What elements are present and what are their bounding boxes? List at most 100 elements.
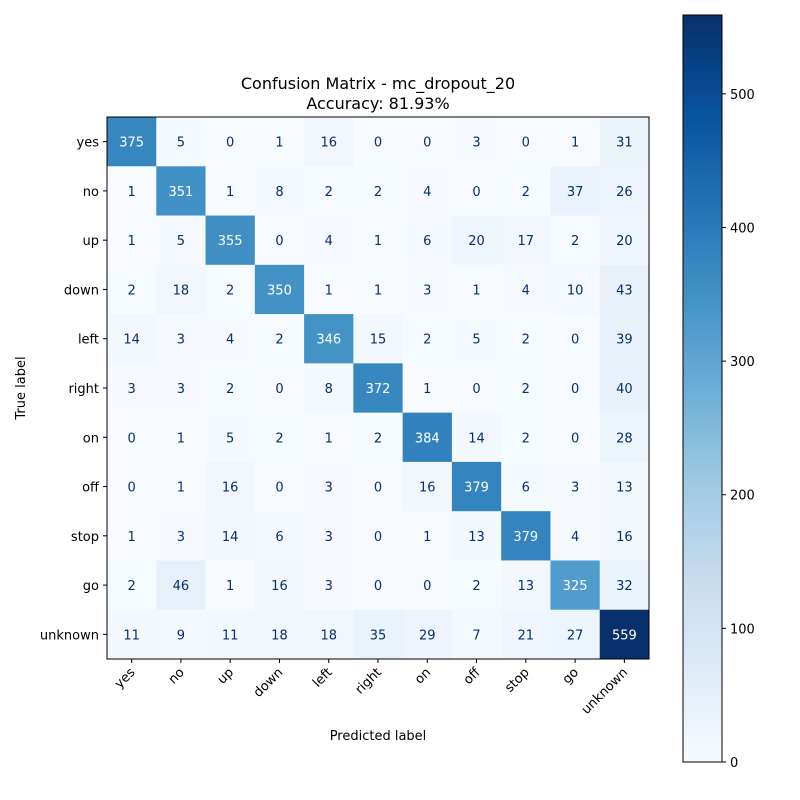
cell-value: 375 (119, 136, 144, 151)
cell-value: 1 (177, 481, 185, 496)
cell-value: 2 (571, 234, 579, 249)
matrix-cell (304, 215, 354, 266)
matrix-cell (599, 264, 650, 315)
matrix-cell (599, 314, 650, 364)
cell-value: 2 (522, 431, 530, 446)
cell-value: 384 (415, 431, 440, 446)
matrix-cell (353, 264, 404, 315)
cell-value: 0 (275, 382, 283, 397)
y-tick-label: go (83, 579, 99, 594)
x-axis-label: Predicted label (330, 729, 427, 744)
cell-value: 0 (423, 136, 431, 151)
cell-value: 10 (567, 283, 584, 298)
colorbar-tick-label: 300 (730, 355, 755, 370)
cell-value: 5 (226, 431, 234, 446)
cell-value: 2 (423, 333, 431, 348)
cell-value: 3 (571, 481, 579, 496)
matrix-cell (501, 166, 551, 217)
matrix-cell (451, 609, 502, 660)
cell-value: 9 (177, 628, 185, 643)
cell-value: 3 (177, 333, 185, 348)
cell-value: 1 (127, 185, 135, 200)
cell-value: 3 (177, 530, 185, 545)
cell-value: 14 (222, 530, 239, 545)
cell-value: 3 (325, 481, 333, 496)
matrix-cell (501, 461, 551, 512)
matrix-cell (501, 560, 551, 611)
cell-value: 11 (222, 628, 239, 643)
matrix-cell (402, 117, 453, 167)
x-tick-label: up (215, 665, 237, 687)
matrix-cell (402, 461, 453, 512)
matrix-cell (304, 314, 354, 364)
cell-value: 16 (616, 530, 633, 545)
matrix-cell (550, 412, 601, 463)
matrix-cell (599, 511, 650, 561)
matrix-cell (402, 166, 453, 217)
matrix-cell (599, 560, 650, 611)
cell-value: 2 (127, 283, 135, 298)
matrix-cell (205, 461, 256, 512)
matrix-cell (501, 264, 551, 315)
matrix-cell (107, 412, 157, 463)
matrix-cell (550, 511, 601, 561)
chart-subtitle: Accuracy: 81.93% (306, 94, 449, 113)
cell-value: 4 (423, 185, 431, 200)
matrix-cell (304, 363, 354, 414)
matrix-cell (254, 609, 305, 660)
matrix-cell (550, 609, 601, 660)
cell-value: 14 (468, 431, 485, 446)
matrix-cell (501, 412, 551, 463)
cell-value: 379 (464, 481, 489, 496)
matrix-cell (304, 117, 354, 167)
cell-value: 2 (374, 185, 382, 200)
cell-value: 2 (275, 333, 283, 348)
cell-value: 46 (173, 579, 190, 594)
matrix-cell (107, 314, 157, 364)
x-tick-label: no (166, 665, 188, 687)
matrix-cell (599, 609, 650, 660)
cell-value: 1 (325, 283, 333, 298)
cell-value: 1 (374, 283, 382, 298)
cell-value: 0 (571, 333, 579, 348)
matrix-cell (402, 511, 453, 561)
matrix-cell (254, 166, 305, 217)
matrix-cell (550, 264, 601, 315)
cell-value: 1 (275, 136, 283, 151)
colorbar-tick-label: 500 (730, 88, 755, 103)
matrix-cell (304, 166, 354, 217)
matrix-cell (254, 117, 305, 167)
matrix-cell (156, 511, 207, 561)
cell-value: 0 (374, 136, 382, 151)
cell-value: 4 (226, 333, 234, 348)
matrix-cell (107, 363, 157, 414)
matrix-cell (156, 609, 207, 660)
cell-value: 13 (518, 579, 535, 594)
cell-value: 20 (468, 234, 485, 249)
chart-title: Confusion Matrix - mc_dropout_20 (241, 74, 515, 94)
cell-value: 16 (320, 136, 337, 151)
cell-value: 6 (423, 234, 431, 249)
cell-value: 3 (177, 382, 185, 397)
matrix-cell (304, 609, 354, 660)
cell-value: 16 (222, 481, 239, 496)
colorbar-tick-label: 0 (730, 756, 738, 771)
cell-value: 2 (325, 185, 333, 200)
cell-value: 13 (468, 530, 485, 545)
matrix-cell (402, 560, 453, 611)
matrix-cell (550, 314, 601, 364)
cell-value: 37 (567, 185, 584, 200)
matrix-cell (156, 215, 207, 266)
cell-value: 0 (374, 530, 382, 545)
y-tick-label: on (83, 431, 99, 446)
cell-value: 0 (571, 431, 579, 446)
cell-value: 31 (616, 136, 633, 151)
y-axis-label: True label (14, 356, 29, 420)
matrix-cell (107, 264, 157, 315)
cell-value: 1 (571, 136, 579, 151)
matrix-cell (254, 560, 305, 611)
cell-value: 0 (423, 579, 431, 594)
y-tick-label: up (83, 234, 100, 249)
cell-value: 325 (563, 579, 588, 594)
